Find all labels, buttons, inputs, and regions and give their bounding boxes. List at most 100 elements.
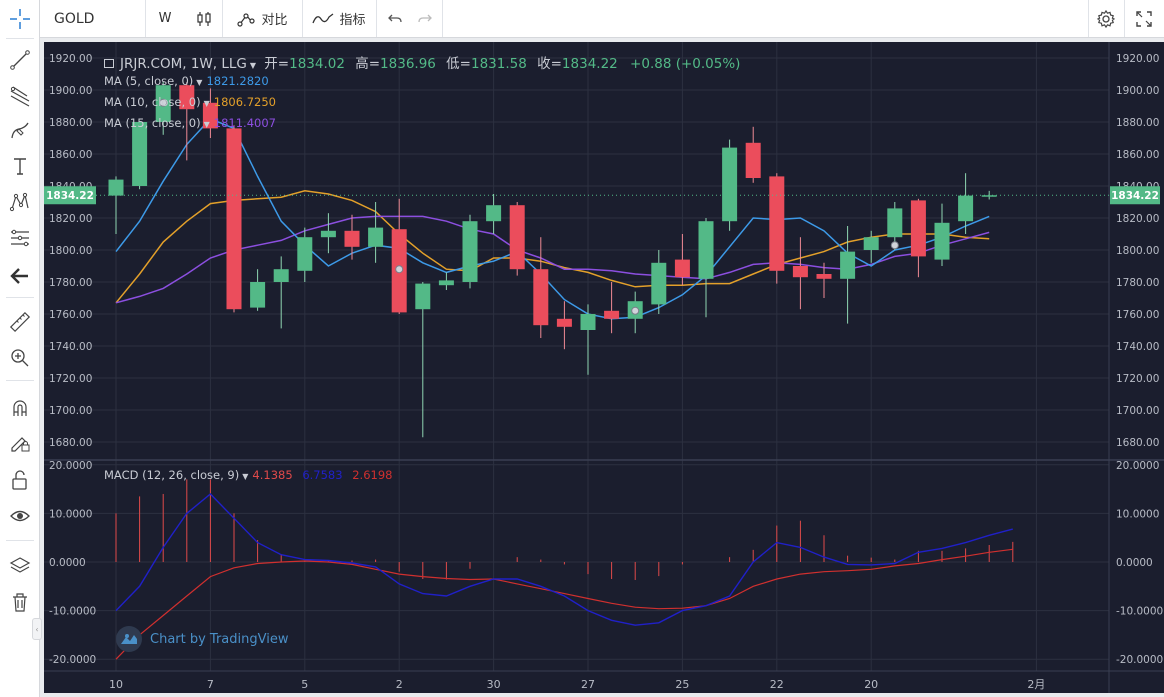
collapse-toolbar-button[interactable]: ‹ bbox=[32, 618, 42, 640]
ma10-legend[interactable]: MA (10, close, 0) ▼ 1806.7250 bbox=[104, 95, 276, 109]
chevron-down-icon[interactable]: ▼ bbox=[203, 99, 210, 108]
candle bbox=[910, 198, 926, 278]
macd-legend[interactable]: MACD (12, 26, close, 9) ▼ 4.1385 6.7583 2.… bbox=[104, 468, 392, 482]
visibility-tool[interactable] bbox=[0, 500, 40, 532]
candle-body bbox=[604, 310, 620, 319]
macd-tick-label-right: -10.0000 bbox=[1116, 606, 1163, 618]
arrow-tool[interactable] bbox=[0, 260, 40, 292]
price-tick-label-left: 1900.00 bbox=[49, 85, 92, 97]
candle bbox=[486, 194, 502, 234]
legend-expand-icon[interactable] bbox=[104, 58, 114, 68]
candle bbox=[297, 227, 313, 282]
trend-line-tool[interactable] bbox=[0, 44, 40, 76]
x-tick-label: 10 bbox=[109, 678, 123, 691]
candle bbox=[745, 126, 761, 183]
candle bbox=[202, 88, 218, 138]
candle-body bbox=[320, 230, 336, 238]
low-label: 低= bbox=[446, 56, 471, 72]
macd-tick-label-left: 0.0000 bbox=[49, 557, 86, 569]
candle bbox=[179, 82, 195, 161]
candle bbox=[250, 269, 266, 311]
candle-body bbox=[462, 221, 478, 282]
fib-tool[interactable] bbox=[0, 222, 40, 254]
chart-style-button[interactable] bbox=[186, 0, 222, 37]
price-tick-label-right: 1680.00 bbox=[1116, 437, 1159, 449]
pattern-tool[interactable] bbox=[0, 186, 40, 218]
price-tick-label-right: 1920.00 bbox=[1116, 53, 1159, 65]
chevron-down-icon[interactable]: ▼ bbox=[203, 120, 210, 129]
last-price-label-right: 1834.22 bbox=[1111, 190, 1159, 202]
ma5-value: 1821.2820 bbox=[206, 74, 269, 88]
fullscreen-icon bbox=[1135, 10, 1153, 28]
price-tick-label-left: 1800.00 bbox=[49, 245, 92, 257]
measure-tool[interactable] bbox=[0, 306, 40, 338]
candle-body bbox=[556, 318, 572, 327]
zoom-tool[interactable] bbox=[0, 342, 40, 374]
chart-area[interactable]: 10 7 5 2 30 27 25 22 20 2月 1920.00 1920.00 1900.00 19… bbox=[44, 42, 1164, 693]
chevron-down-icon[interactable]: ▼ bbox=[196, 78, 203, 87]
series-title[interactable]: JRJR.COM, 1W, LLG bbox=[120, 56, 247, 72]
gear-icon bbox=[1096, 9, 1116, 29]
candle-body bbox=[698, 221, 714, 279]
candle bbox=[792, 237, 808, 310]
ma15-value: 1811.4007 bbox=[213, 116, 276, 130]
price-tick-label-right: 1760.00 bbox=[1116, 309, 1159, 321]
candle bbox=[816, 262, 832, 298]
pitchfork-tool[interactable] bbox=[0, 80, 40, 112]
draw-mode-tool[interactable] bbox=[0, 426, 40, 458]
macd-label: MACD (12, 26, close, 9) bbox=[104, 468, 240, 482]
candle-body bbox=[722, 147, 738, 222]
x-tick-label: 5 bbox=[301, 678, 308, 691]
compare-button[interactable]: 对比 bbox=[224, 0, 300, 37]
magnet-tool[interactable] bbox=[0, 392, 40, 424]
symbol-search[interactable]: GOLD bbox=[44, 0, 144, 37]
object-tree-tool[interactable] bbox=[0, 550, 40, 582]
top-toolbar: GOLD W 对比 指标 bbox=[0, 0, 1164, 38]
layers-icon bbox=[9, 555, 31, 577]
crosshair-tool[interactable] bbox=[0, 3, 40, 35]
remove-drawings-tool[interactable] bbox=[0, 586, 40, 618]
undo-button[interactable] bbox=[380, 0, 410, 37]
chevron-down-icon[interactable]: ▼ bbox=[249, 61, 256, 70]
candle bbox=[840, 226, 856, 324]
price-tick-label-left: 1860.00 bbox=[49, 149, 92, 161]
undo-icon bbox=[387, 12, 403, 26]
candle-body bbox=[745, 142, 761, 178]
macd-tick-label-left: 20.0000 bbox=[49, 460, 92, 472]
price-tick-label-left: 1740.00 bbox=[49, 341, 92, 353]
ohlc-legend: JRJR.COM, 1W, LLG ▼ 开=1834.02 高=1836.96 低… bbox=[104, 52, 740, 72]
candle bbox=[226, 125, 242, 313]
fib-icon bbox=[9, 227, 31, 249]
candle bbox=[344, 214, 360, 260]
arrow-left-icon bbox=[9, 265, 31, 287]
indicators-button[interactable]: 指标 bbox=[304, 0, 374, 37]
redo-button[interactable] bbox=[410, 0, 440, 37]
candle bbox=[651, 250, 667, 314]
text-tool[interactable] bbox=[0, 150, 40, 182]
candle bbox=[958, 173, 974, 234]
brush-tool[interactable] bbox=[0, 114, 40, 146]
fullscreen-button[interactable] bbox=[1126, 0, 1162, 37]
lock-drawings-tool[interactable] bbox=[0, 464, 40, 496]
price-tick-label-left: 1920.00 bbox=[49, 53, 92, 65]
price-tick-label-left: 1820.00 bbox=[49, 213, 92, 225]
candle bbox=[698, 218, 714, 318]
ma5-legend[interactable]: MA (5, close, 0) ▼ 1821.2820 bbox=[104, 74, 269, 88]
chevron-down-icon[interactable]: ▼ bbox=[242, 472, 249, 481]
price-tick-label-right: 1880.00 bbox=[1116, 117, 1159, 129]
zoom-in-icon bbox=[9, 347, 31, 369]
price-tick-label-right: 1780.00 bbox=[1116, 277, 1159, 289]
candle bbox=[604, 282, 620, 334]
price-tick-label-left: 1760.00 bbox=[49, 309, 92, 321]
chart-canvas[interactable]: 10 7 5 2 30 27 25 22 20 2月 1920.00 1920.00 1900.00 19… bbox=[44, 42, 1164, 693]
interval-button[interactable]: W bbox=[146, 0, 184, 37]
settings-button[interactable] bbox=[1090, 0, 1122, 37]
candle-body bbox=[273, 269, 289, 282]
candle-body bbox=[533, 269, 549, 326]
tradingview-watermark[interactable]: Chart by TradingView bbox=[116, 626, 288, 652]
last-price-tag-left bbox=[44, 186, 96, 205]
ruler-icon bbox=[9, 311, 31, 333]
redo-icon bbox=[417, 12, 433, 26]
ma15-legend[interactable]: MA (15, close, 0) ▼ 1811.4007 bbox=[104, 116, 276, 130]
event-marker bbox=[631, 306, 640, 315]
